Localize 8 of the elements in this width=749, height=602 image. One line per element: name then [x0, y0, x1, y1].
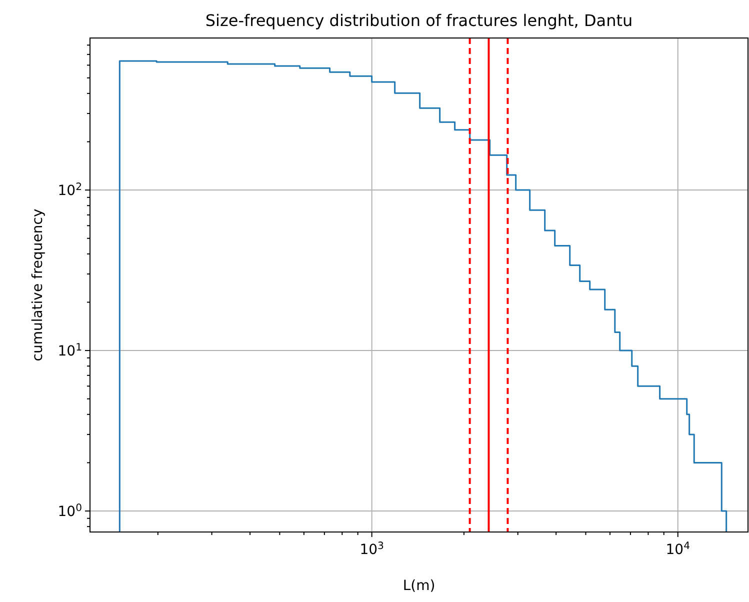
y-tick-label: 10$^{0}$	[58, 502, 82, 520]
x-tick-label: 10$^{3}$	[360, 540, 384, 558]
y-axis-title: cumulative frequency	[30, 208, 46, 362]
x-tick-label: 10$^{4}$	[666, 540, 690, 558]
y-tick-label: 10$^{2}$	[58, 182, 82, 200]
y-tick-label: 10$^{1}$	[58, 342, 82, 360]
x-axis-title: L(m)	[402, 578, 436, 594]
chart-title: Size-frequency distribution of fractures lenght, Dantu	[205, 11, 633, 30]
